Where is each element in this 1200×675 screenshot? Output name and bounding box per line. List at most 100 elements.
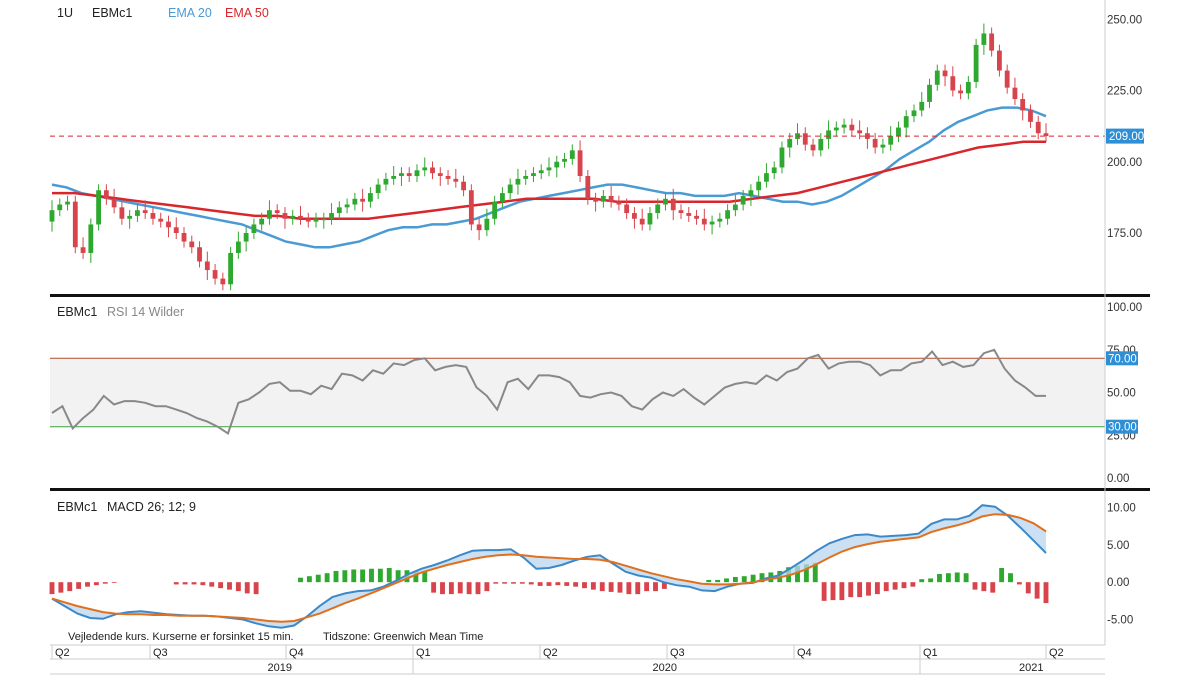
candle-body: [453, 178, 459, 182]
rsi-upper-badge-value: 70.00: [1108, 353, 1137, 365]
candle-body: [492, 201, 498, 219]
candle-body: [810, 144, 816, 151]
candle-body: [1028, 110, 1033, 122]
macd-histogram-bar: [253, 582, 259, 595]
macd-histogram-bar: [422, 571, 428, 583]
ema20-legend[interactable]: EMA 20: [168, 6, 212, 20]
macd-histogram-bar: [653, 582, 658, 592]
candle-body: [880, 144, 886, 148]
candle-body: [290, 215, 296, 219]
macd-histogram-bar: [644, 582, 650, 592]
macd-histogram-bar: [981, 582, 987, 592]
candle-body: [461, 181, 466, 191]
candle-body: [725, 210, 731, 219]
year-ticks: 2019 2020 2021: [268, 659, 1043, 674]
macd-histogram-bar: [626, 582, 632, 595]
macd-histogram-bar: [582, 582, 587, 589]
panel-divider[interactable]: [50, 294, 1150, 297]
candle-body: [989, 33, 995, 51]
candle-body: [717, 218, 723, 222]
candle-body: [49, 210, 55, 222]
candle-body: [336, 207, 342, 214]
macd-histogram-bar: [440, 582, 445, 595]
candle-body: [764, 173, 769, 182]
candle-body: [204, 261, 210, 271]
macd-histogram: [49, 562, 1049, 604]
macd-histogram-bar: [937, 573, 942, 583]
candle-body: [538, 170, 544, 174]
candle-body: [694, 215, 699, 219]
macd-histogram-bar: [209, 582, 215, 587]
macd-histogram-bar: [741, 576, 747, 583]
price-tick-label: 250.00: [1107, 14, 1142, 26]
candle-body: [896, 127, 901, 137]
macd-histogram-bar: [1016, 582, 1022, 585]
candle-body: [826, 130, 831, 139]
macd-histogram-bar: [377, 568, 383, 583]
candle-body: [360, 198, 366, 202]
candle-body: [72, 201, 78, 248]
candle-body: [375, 184, 381, 194]
macd-histogram-bar: [812, 562, 818, 583]
quarter-label: Q1: [416, 647, 431, 659]
macd-histogram-bar: [528, 582, 534, 585]
quarter-label: Q4: [797, 647, 812, 659]
rsi-symbol-label[interactable]: EBMc1: [57, 305, 97, 319]
time-axis[interactable]: Q2 Q3 Q4 Q1 Q2 Q3 Q4 Q1 Q2 2019 2020 2021: [50, 644, 1105, 675]
macd-panel[interactable]: 10.005.000.00-5.00 EBMc1 MACD 26; 12; 9 …: [49, 500, 1136, 643]
candle-body: [142, 210, 148, 214]
macd-histogram-bar: [803, 564, 809, 583]
macd-histogram-bar: [493, 582, 499, 584]
rsi-upper-badge-bg: [1106, 351, 1138, 366]
candle-body: [243, 233, 249, 242]
macd-histogram-bar: [848, 582, 854, 598]
current-price-badge: 209.00: [1106, 128, 1144, 144]
rsi-lower-badge-value: 30.00: [1108, 422, 1137, 434]
panel-divider[interactable]: [50, 488, 1150, 491]
candle-body: [546, 167, 552, 171]
candle-body: [111, 198, 117, 208]
candle-body: [119, 207, 125, 219]
macd-indicator-label[interactable]: MACD 26; 12; 9: [107, 500, 196, 514]
macd-tick-label: 10.00: [1107, 502, 1136, 514]
quarter-label: Q3: [153, 647, 168, 659]
macd-histogram-bar: [724, 578, 729, 583]
candle-body: [515, 178, 521, 185]
candle-body: [554, 161, 560, 168]
price-panel[interactable]: 250.00 225.00 200.00 175.00 209.00 1U EBMc1…: [49, 0, 1145, 294]
macd-histogram-bar: [892, 582, 898, 590]
rsi-tick-label: 100.00: [1107, 302, 1142, 314]
candle-body: [57, 204, 63, 211]
candle-body: [639, 218, 645, 225]
rsi-indicator-label[interactable]: RSI 14 Wilder: [107, 305, 184, 319]
price-plot-area[interactable]: [50, 0, 1105, 294]
price-tick-label: 225.00: [1107, 86, 1142, 98]
symbol-label[interactable]: EBMc1: [92, 6, 132, 20]
macd-histogram-bar: [58, 582, 64, 593]
candle-body: [996, 50, 1002, 71]
macd-histogram-bar: [874, 582, 880, 595]
candle-body: [329, 213, 334, 219]
candle-body: [235, 241, 241, 253]
macd-histogram-bar: [413, 570, 419, 583]
macd-symbol-label[interactable]: EBMc1: [57, 500, 97, 514]
candle-body: [531, 173, 536, 176]
macd-histogram-bar: [431, 582, 437, 593]
macd-histogram-bar: [830, 582, 836, 601]
macd-histogram-bar: [972, 582, 978, 590]
candle-body: [562, 158, 567, 162]
candle-body: [127, 215, 133, 219]
candle-body: [632, 213, 637, 219]
candle-body: [942, 70, 948, 77]
candle-body: [857, 130, 863, 134]
macd-histogram-bar: [502, 582, 508, 584]
interval-label[interactable]: 1U: [57, 6, 73, 20]
macd-histogram-bar: [466, 582, 472, 595]
rsi-line: [51, 348, 1046, 436]
timezone-note: Tidszone: Greenwich Mean Time: [323, 631, 483, 643]
macd-histogram-bar: [457, 582, 463, 594]
macd-histogram-bar: [590, 582, 596, 590]
ema50-legend[interactable]: EMA 50: [225, 6, 269, 20]
